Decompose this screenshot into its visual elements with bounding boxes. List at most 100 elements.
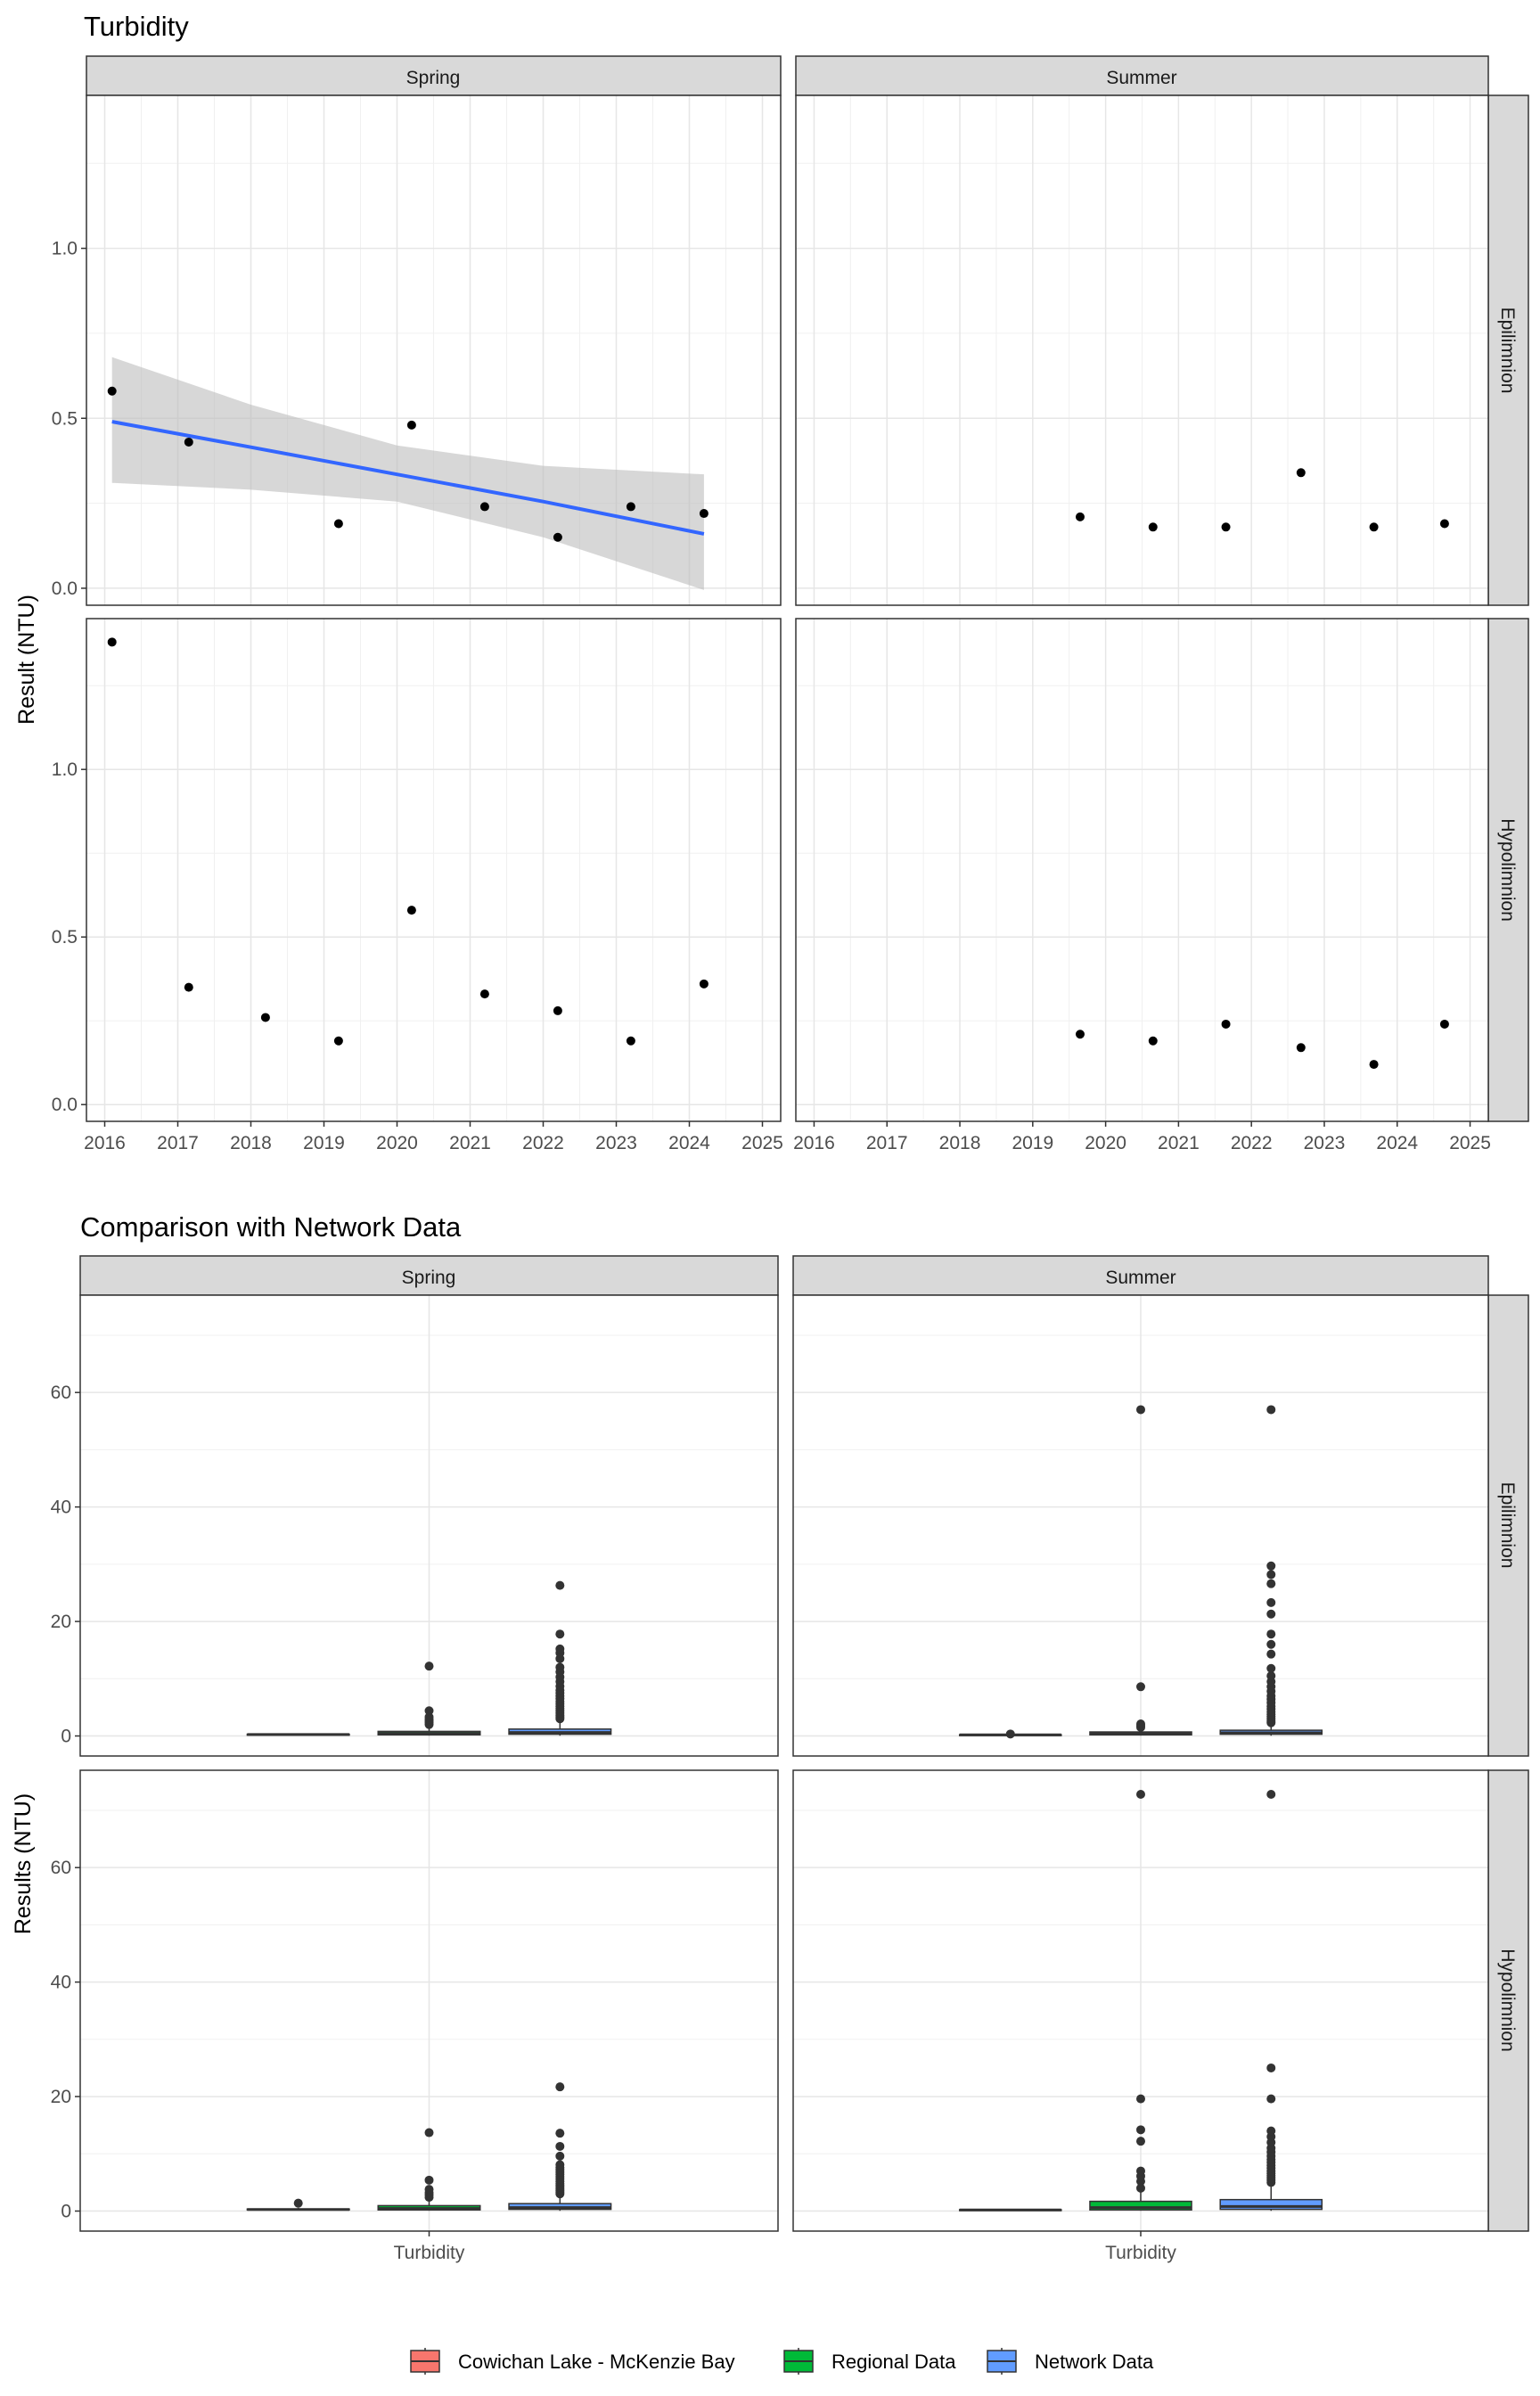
panel-border <box>792 1294 1489 1757</box>
x-tick-label: 2019 <box>1012 1133 1053 1153</box>
data-point <box>107 386 117 396</box>
outlier-point <box>555 2151 565 2161</box>
chart-1-row-strip-epilimnion: Epilimnion <box>1487 94 1529 606</box>
y-tick-label: 0.0 <box>52 1095 78 1115</box>
outlier-point <box>1005 1729 1015 1739</box>
box-regional-data <box>1089 1789 1192 2211</box>
y-tick-label: 60 <box>51 1383 71 1403</box>
outlier-point <box>424 2128 434 2138</box>
x-tick-label: 2018 <box>939 1133 981 1153</box>
x-tick-label: 2021 <box>449 1133 491 1153</box>
data-point <box>406 906 416 915</box>
outlier-point <box>424 1712 434 1722</box>
legend-label: Network Data <box>1035 2351 1154 2373</box>
outlier-point <box>424 1706 434 1716</box>
y-tick-label: 1.0 <box>52 759 78 780</box>
y-tick-label: 40 <box>51 1498 71 1518</box>
x-tick-label: 2017 <box>157 1133 199 1153</box>
chart-1-column-strip-summer: Summer <box>795 55 1489 96</box>
data-point <box>184 437 193 447</box>
box-regional-data <box>1089 1405 1192 1736</box>
outlier-point <box>424 2175 434 2185</box>
data-point <box>1221 522 1231 532</box>
data-point <box>184 982 193 992</box>
data-point <box>626 1036 635 1046</box>
y-tick-label: 1.0 <box>52 239 78 259</box>
panel-spring-hypolimnion: 0.0 0.5 1.0 2016 2017 2018 2019 2020 2021 2022 202… <box>52 618 783 1153</box>
box-network-data <box>508 2082 612 2211</box>
outlier-point <box>1136 2137 1145 2146</box>
data-point <box>479 989 489 999</box>
strip-label: Summer <box>1106 68 1176 88</box>
outlier-point <box>1136 1682 1145 1692</box>
outlier-point <box>1266 2094 1276 2104</box>
data-point <box>626 502 635 512</box>
data-point <box>260 1013 270 1022</box>
box-network-data <box>508 1580 612 1736</box>
strip-label: Epilimnion <box>1497 1482 1518 1569</box>
outlier-point <box>424 2185 434 2195</box>
outlier-point <box>555 1629 565 1639</box>
y-tick-label: 0.0 <box>52 578 78 599</box>
x-tick-label: 2023 <box>595 1133 637 1153</box>
panel-summer-hypolimnion: Turbidity <box>792 1769 1489 2263</box>
outlier-point <box>555 2129 565 2138</box>
chart-1-title: Turbidity <box>84 11 189 42</box>
data-point <box>1148 522 1158 532</box>
chart-2-column-strip-spring: Spring <box>79 1255 779 1296</box>
box-cowichan-lake-mckenzie-bay <box>958 1729 1062 1739</box>
strip-label: Hypolimnion <box>1497 818 1518 922</box>
y-tick-label: 0 <box>61 1727 71 1747</box>
x-tick-label: 2018 <box>230 1133 272 1153</box>
outlier-point <box>1136 2094 1145 2104</box>
data-point <box>1369 522 1379 532</box>
box-network-data <box>1219 1789 1323 2211</box>
strip-label: Epilimnion <box>1497 308 1518 394</box>
outlier-point <box>1136 1789 1145 1799</box>
outlier-point <box>555 1662 565 1672</box>
outlier-point <box>1266 1570 1276 1580</box>
panel-summer-epilimnion <box>792 1294 1489 1757</box>
y-tick-label: 20 <box>51 2087 71 2107</box>
outlier-point <box>1266 1639 1276 1649</box>
panel-spring-epilimnion: 0.0 0.5 1.0 <box>52 94 782 606</box>
confidence-band <box>111 357 704 590</box>
box-body <box>1089 2200 1192 2211</box>
x-tick-label: 2024 <box>1376 1133 1418 1153</box>
strip-label: Hypolimnion <box>1497 1949 1518 2052</box>
panel-border <box>795 618 1489 1122</box>
box-cowichan-lake-mckenzie-bay <box>246 1733 350 1736</box>
panel-spring-epilimnion: 0 20 40 60 <box>51 1294 779 1757</box>
y-tick-label: 0.5 <box>52 408 78 429</box>
chart-1-y-axis-title: Result (NTU) <box>14 595 39 725</box>
outlier-point <box>1136 2183 1145 2193</box>
x-tick-label: Turbidity <box>394 2243 465 2263</box>
x-tick-label: Turbidity <box>1105 2243 1176 2263</box>
box-regional-data <box>377 2128 481 2211</box>
data-point <box>406 420 416 430</box>
box-cowichan-lake-mckenzie-bay <box>246 2198 350 2211</box>
outlier-point <box>1266 2126 1276 2136</box>
outlier-point <box>555 2082 565 2092</box>
chart-2-title: Comparison with Network Data <box>80 1211 462 1243</box>
data-point <box>1075 512 1085 521</box>
strip-label: Spring <box>402 1268 456 1288</box>
chart-1-column-strip-spring: Spring <box>86 55 782 96</box>
data-point <box>1075 1030 1085 1039</box>
chart-2-column-strip-summer: Summer <box>792 1255 1489 1296</box>
x-tick-label: 2025 <box>741 1133 783 1153</box>
chart-2-panels: 0 20 40 60 0 20 40 60 Turbidity Turbidity <box>51 1294 1489 2263</box>
data-point <box>1148 1036 1158 1046</box>
data-point <box>333 1036 343 1046</box>
data-point <box>1439 519 1449 529</box>
outlier-point <box>1266 1579 1276 1588</box>
outlier-point <box>555 2141 565 2151</box>
x-tick-label: 2024 <box>668 1133 710 1153</box>
y-tick-label: 40 <box>51 1973 71 1993</box>
outlier-point <box>1266 1597 1276 1607</box>
box-body <box>1219 2198 1323 2211</box>
legend-item-network: Network Data <box>987 2348 1154 2375</box>
data-point <box>107 637 117 647</box>
